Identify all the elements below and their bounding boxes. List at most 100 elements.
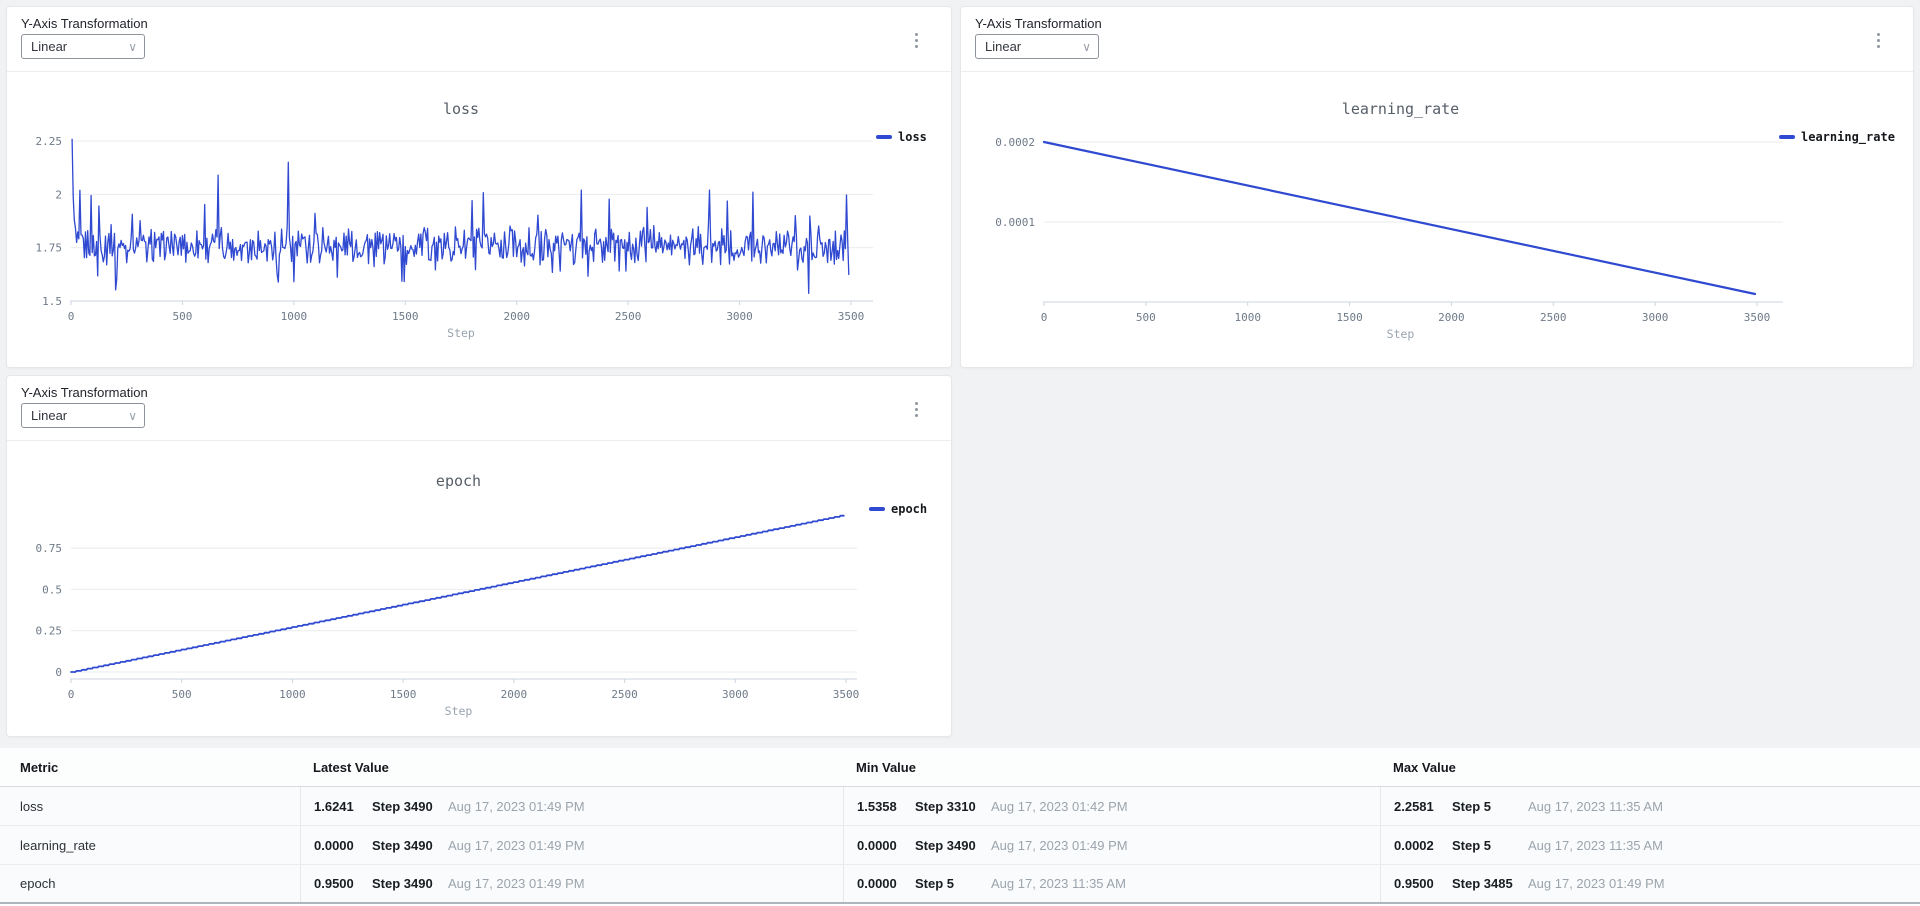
epoch-legend[interactable]: epoch	[869, 502, 927, 516]
svg-text:0: 0	[1041, 311, 1048, 324]
loss-chart-title: loss	[442, 100, 480, 118]
svg-text:0.0001: 0.0001	[995, 216, 1035, 229]
axes	[1043, 301, 1783, 306]
svg-text:2000: 2000	[503, 310, 530, 323]
min-step: Step 3310	[915, 798, 976, 814]
loss-legend[interactable]: loss	[876, 130, 927, 144]
svg-text:2500: 2500	[615, 310, 642, 323]
metric-name: loss	[20, 798, 44, 814]
table-body: loss 1.6241 Step 3490 Aug 17, 2023 01:49 PM…	[0, 787, 1920, 904]
metric-panel-loss: Y-Axis Transformation Linear ∨ loss loss 1…	[6, 6, 952, 368]
svg-text:0: 0	[55, 666, 62, 679]
max-value: 2.2581	[1394, 798, 1434, 814]
axes	[70, 300, 873, 305]
latest-value: 1.6241	[314, 798, 354, 814]
min-value-cell: 0.0000 Step 3490 Aug 17, 2023 01:49 PM	[843, 826, 1380, 864]
svg-text:500: 500	[172, 310, 192, 323]
latest-step: Step 3490	[372, 798, 433, 814]
svg-text:1.5: 1.5	[42, 295, 62, 308]
svg-text:2: 2	[55, 188, 62, 201]
column-header-min-value: Min Value	[856, 759, 916, 775]
svg-text:3000: 3000	[726, 310, 753, 323]
x-axis-label: Step	[1387, 327, 1415, 341]
chevron-down-icon: ∨	[128, 40, 137, 54]
min-value-cell: 1.5358 Step 3310 Aug 17, 2023 01:42 PM	[843, 787, 1380, 825]
chevron-down-icon: ∨	[1082, 40, 1091, 54]
svg-text:500: 500	[172, 688, 192, 701]
panel-menu-button[interactable]	[1869, 29, 1887, 51]
y-axis-transformation-label: Y-Axis Transformation	[975, 16, 1102, 31]
svg-text:3000: 3000	[1642, 311, 1669, 324]
max-step: Step 3485	[1452, 876, 1513, 891]
y-axis-transformation-select[interactable]: Linear ∨	[21, 403, 145, 428]
min-value-cell: 0.0000 Step 5 Aug 17, 2023 11:35 AM	[843, 865, 1380, 902]
epoch-chart-title: epoch	[435, 472, 482, 490]
svg-text:0: 0	[68, 310, 75, 323]
legend-label: loss	[898, 130, 927, 144]
svg-text:0.0002: 0.0002	[995, 136, 1035, 149]
legend-line-swatch	[869, 507, 885, 511]
svg-text:1000: 1000	[1234, 311, 1261, 324]
y-axis-transformation-select[interactable]: Linear ∨	[21, 34, 145, 59]
learning_rate-series-line	[1042, 140, 1757, 296]
max-value: 0.0002	[1394, 837, 1434, 853]
panel-header: Y-Axis Transformation Linear ∨	[961, 7, 1913, 72]
latest-timestamp: Aug 17, 2023 01:49 PM	[448, 837, 585, 853]
column-header-max-value: Max Value	[1393, 759, 1456, 775]
metrics-summary-table: Metric Latest Value Min Value Max Value …	[0, 748, 1920, 906]
learning_rate-legend[interactable]: learning_rate	[1779, 130, 1895, 144]
legend-line-swatch	[876, 135, 892, 139]
metric-panel-learning-rate: Y-Axis Transformation Linear ∨ learning_…	[960, 6, 1914, 368]
min-step: Step 5	[915, 876, 955, 891]
table-row-epoch: epoch 0.9500 Step 3490 Aug 17, 2023 01:49 P…	[0, 865, 1920, 904]
svg-text:1500: 1500	[390, 688, 417, 701]
column-header-latest-value: Latest Value	[313, 759, 389, 775]
min-value: 0.0000	[857, 876, 897, 891]
min-step: Step 3490	[915, 837, 976, 853]
max-value: 0.9500	[1394, 876, 1434, 891]
svg-text:1000: 1000	[281, 310, 308, 323]
latest-value-cell: 0.0000 Step 3490 Aug 17, 2023 01:49 PM	[300, 826, 843, 864]
legend-label: learning_rate	[1801, 130, 1895, 144]
y-axis-transformation-label: Y-Axis Transformation	[21, 385, 148, 400]
latest-value-cell: 0.9500 Step 3490 Aug 17, 2023 01:49 PM	[300, 865, 843, 902]
svg-text:2000: 2000	[1438, 311, 1465, 324]
svg-text:0.5: 0.5	[42, 583, 62, 596]
loss-series-line	[71, 138, 850, 295]
panel-menu-button[interactable]	[907, 398, 925, 420]
svg-text:2500: 2500	[1540, 311, 1567, 324]
x-axis-label: Step	[447, 326, 475, 340]
panel-header: Y-Axis Transformation Linear ∨	[7, 376, 951, 441]
axis-labels: 0.0001 0.0002 0 500 1000 1500 2000 2500 3000 3500…	[995, 136, 1770, 341]
svg-text:1000: 1000	[279, 688, 306, 701]
latest-timestamp: Aug 17, 2023 01:49 PM	[448, 798, 585, 814]
svg-text:1.75: 1.75	[36, 242, 63, 255]
metric-panel-epoch: Y-Axis Transformation Linear ∨ epoch epoc…	[6, 375, 952, 737]
table-row-loss: loss 1.6241 Step 3490 Aug 17, 2023 01:49 PM…	[0, 787, 1920, 826]
metric-name: epoch	[20, 876, 56, 891]
max-value-cell: 0.9500 Step 3485 Aug 17, 2023 01:49 PM	[1380, 865, 1920, 902]
min-timestamp: Aug 17, 2023 01:42 PM	[991, 798, 1128, 814]
svg-text:3500: 3500	[833, 688, 860, 701]
learning_rate-chart-title: learning_rate	[1341, 100, 1460, 118]
max-value-cell: 0.0002 Step 5 Aug 17, 2023 11:35 AM	[1380, 826, 1920, 864]
column-header-metric: Metric	[20, 759, 59, 775]
svg-text:500: 500	[1136, 311, 1156, 324]
latest-value: 0.0000	[314, 837, 354, 853]
svg-text:3000: 3000	[722, 688, 749, 701]
y-axis-transformation-select[interactable]: Linear ∨	[975, 34, 1099, 59]
panel-header: Y-Axis Transformation Linear ∨	[7, 7, 951, 72]
epoch-series-line	[70, 514, 845, 673]
svg-text:2.25: 2.25	[36, 135, 63, 148]
table-header-row: Metric Latest Value Min Value Max Value	[0, 748, 1920, 787]
select-value: Linear	[31, 408, 68, 423]
panel-menu-button[interactable]	[907, 29, 925, 51]
max-timestamp: Aug 17, 2023 11:35 AM	[1528, 798, 1663, 814]
max-value-cell: 2.2581 Step 5 Aug 17, 2023 11:35 AM	[1380, 787, 1920, 825]
svg-text:0.75: 0.75	[36, 542, 63, 555]
table-row-learning_rate: learning_rate 0.0000 Step 3490 Aug 17, 2023…	[0, 826, 1920, 865]
min-value: 0.0000	[857, 837, 897, 853]
svg-text:0: 0	[68, 688, 75, 701]
svg-text:1500: 1500	[1336, 311, 1363, 324]
gridlines	[71, 547, 857, 673]
